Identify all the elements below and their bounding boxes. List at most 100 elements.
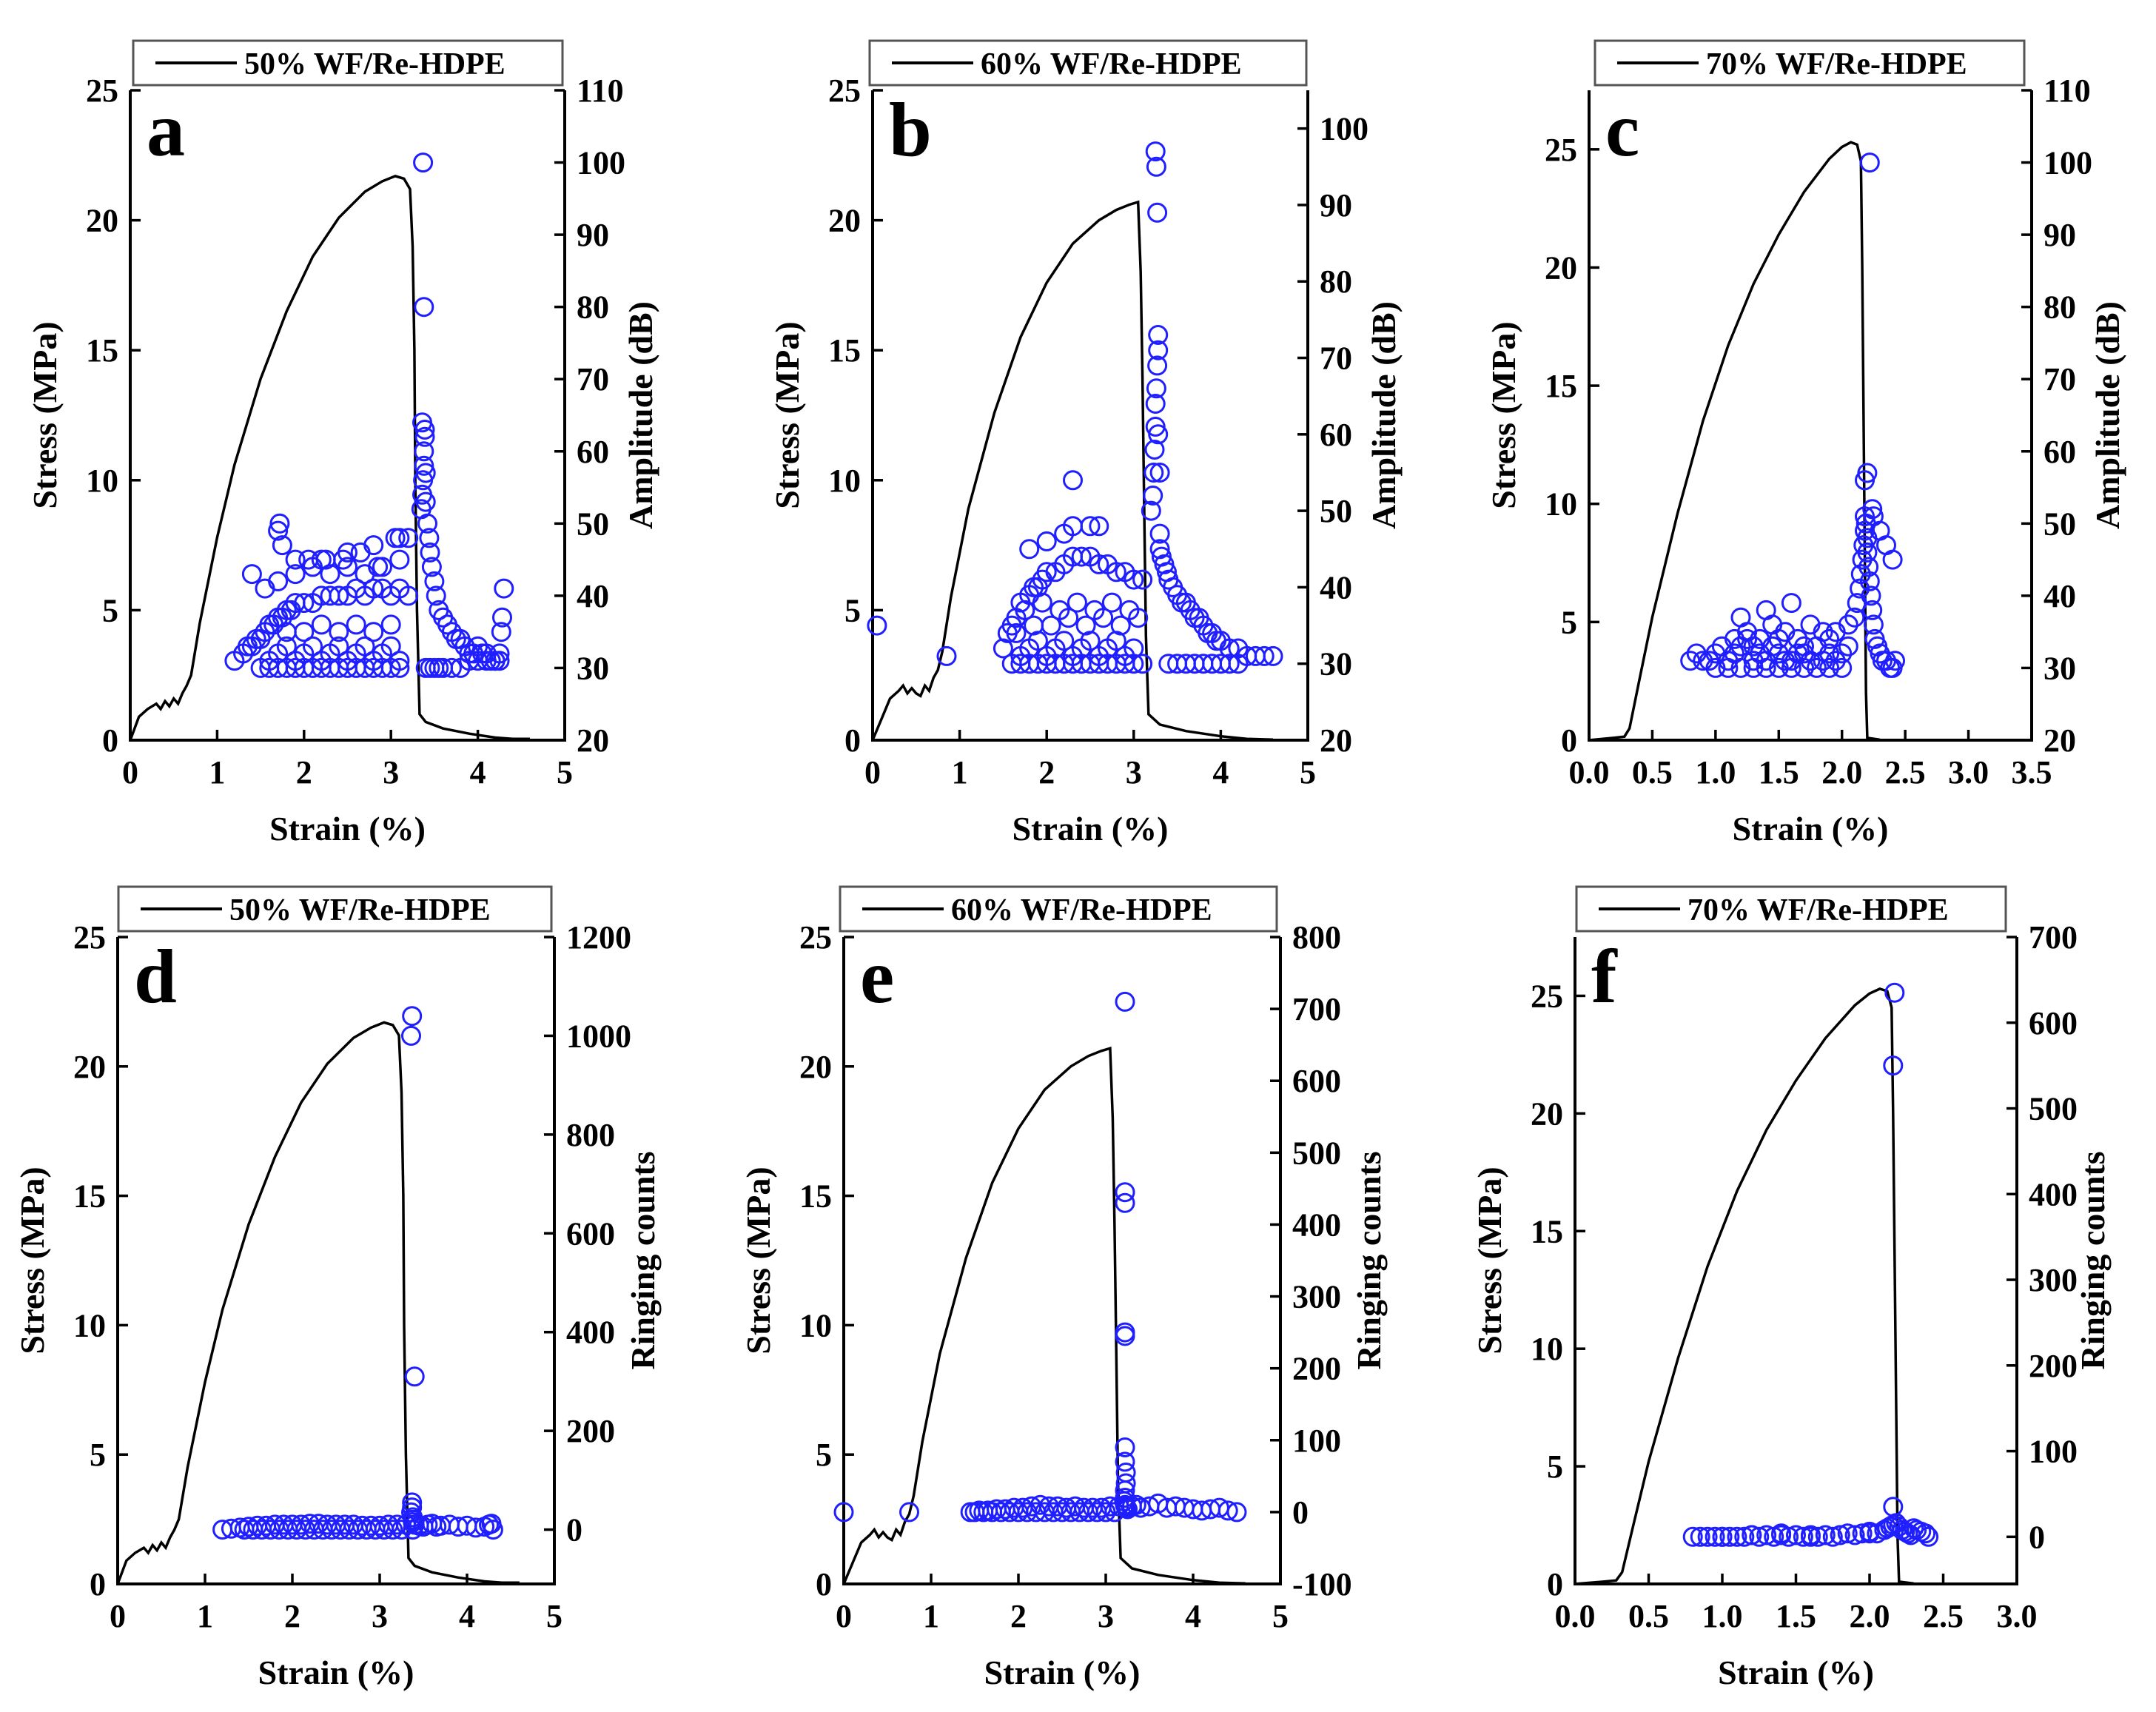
legend-box xyxy=(117,885,553,933)
y-axis-title: Stress (MPa) xyxy=(1485,321,1522,508)
y-tick-label: 15 xyxy=(1531,1213,1563,1249)
y-tick-label: 15 xyxy=(828,332,861,369)
ae-data-point xyxy=(1813,622,1833,642)
panels-root: 0 1 2 3 4 505101520252030405060708090100110St… xyxy=(13,39,2126,1691)
ae-data-point xyxy=(380,614,401,635)
ae-data-point xyxy=(489,643,510,664)
ae-data-point xyxy=(441,657,462,678)
ae-data-point xyxy=(1146,378,1166,399)
ae-data-point xyxy=(1807,657,1827,678)
y-tick-label: 15 xyxy=(1545,368,1577,404)
ae-data-point xyxy=(1263,645,1283,666)
ae-data-point xyxy=(1143,486,1163,506)
ae-data-point xyxy=(1228,654,1249,674)
ae-data-point xyxy=(1705,1526,1725,1547)
ae-data-point xyxy=(1132,654,1153,674)
y-tick-label: 10 xyxy=(1531,1331,1563,1367)
ae-data-point xyxy=(1787,628,1808,649)
x-tick-label: 0.5 xyxy=(1628,1598,1669,1634)
ae-data-point xyxy=(1844,1525,1865,1545)
ae-data-point xyxy=(419,528,440,548)
y2-tick-label: 400 xyxy=(1292,1206,1341,1243)
y-tick-label: 25 xyxy=(828,73,861,109)
y2-tick-label: 30 xyxy=(2044,650,2076,686)
y-axis-title: Stress (MPa) xyxy=(739,1166,777,1354)
axes-frame xyxy=(871,90,1309,742)
y2-tick-label: 100 xyxy=(2029,1434,2078,1470)
ae-data-point xyxy=(1145,141,1166,162)
y2-axis-title: Amplitude (dB) xyxy=(1365,301,1403,529)
ae-data-point xyxy=(1071,546,1092,567)
y2-tick-label: 0 xyxy=(2029,1519,2045,1555)
ae-data-point xyxy=(389,528,410,548)
ae-data-point xyxy=(1844,607,1865,628)
ae-data-point xyxy=(1041,615,1061,636)
ae-data-point xyxy=(276,636,297,657)
y2-tick-label: 40 xyxy=(1320,569,1352,605)
ae-data-point xyxy=(268,520,289,541)
x-tick-label: 3.0 xyxy=(1997,1598,2038,1634)
ae-data-point xyxy=(1149,523,1170,544)
ae-data-point xyxy=(1705,657,1726,678)
ae-data-point xyxy=(1781,593,1801,614)
ae-data-point xyxy=(1124,638,1144,659)
y2-tick-label: 500 xyxy=(1292,1135,1341,1171)
ae-data-point xyxy=(1050,600,1070,620)
y2-tick-label: 700 xyxy=(1292,991,1341,1027)
y2-axis-title: Amplitude (dB) xyxy=(622,301,659,529)
y2-tick-label: 50 xyxy=(2044,506,2076,542)
ae-data-point xyxy=(372,557,392,577)
y2-axis-title: Amplitude (dB) xyxy=(2089,301,2126,529)
ae-data-point xyxy=(255,578,275,599)
ae-data-point xyxy=(311,549,332,570)
y2-axis-title: Ringing counts xyxy=(1350,1151,1388,1369)
ae-data-point xyxy=(1727,1526,1747,1547)
chart-panel-b: 0 1 2 3 4 505101520252030405060708090100Strai… xyxy=(768,39,1403,847)
ae-data-point xyxy=(1863,614,1884,635)
y2-tick-label: 20 xyxy=(2044,722,2076,759)
ae-data-point xyxy=(272,535,292,556)
ae-data-point xyxy=(1786,1525,1806,1545)
y2-tick-label: 800 xyxy=(566,1117,615,1153)
y-tick-label: 0 xyxy=(1547,1566,1563,1602)
ae-data-point xyxy=(1883,1497,1904,1517)
y2-tick-label: 60 xyxy=(1320,417,1352,453)
ae-data-point xyxy=(833,1502,854,1523)
ae-data-point xyxy=(1750,628,1770,649)
ae-data-point xyxy=(414,455,434,476)
ae-data-point xyxy=(1699,651,1719,671)
ae-scatter-series xyxy=(1682,982,1939,1547)
ae-data-point xyxy=(1115,1326,1135,1346)
ae-data-point xyxy=(1742,1525,1762,1545)
ae-data-point xyxy=(1075,615,1096,636)
x-tick-label: 4 xyxy=(1185,1598,1201,1634)
ae-data-point xyxy=(337,542,357,563)
ae-data-point xyxy=(1793,1526,1813,1547)
ae-data-point xyxy=(1743,636,1764,657)
ae-data-point xyxy=(1063,470,1083,491)
ae-scatter-series xyxy=(867,141,1283,674)
ae-data-point xyxy=(1815,1525,1836,1545)
ae-data-point xyxy=(1837,1523,1858,1544)
x-tick-label: 0 xyxy=(110,1598,126,1634)
y2-tick-label: 20 xyxy=(577,722,609,759)
y2-tick-label: 600 xyxy=(2029,1005,2078,1041)
y2-tick-label: 90 xyxy=(577,217,609,253)
ae-data-point xyxy=(1149,463,1170,483)
y2-tick-label: 300 xyxy=(2029,1262,2078,1298)
stress-strain-curve xyxy=(1574,987,1914,1585)
x-tick-label: 2 xyxy=(1010,1598,1027,1634)
ae-data-point xyxy=(1822,1526,1843,1547)
y2-tick-label: 60 xyxy=(577,434,609,470)
ae-data-point xyxy=(1794,636,1814,657)
ae-data-point xyxy=(269,513,290,534)
y-tick-label: 25 xyxy=(1545,132,1577,168)
y2-tick-label: 1200 xyxy=(566,919,631,956)
y2-tick-label: 600 xyxy=(1292,1063,1341,1099)
ae-data-point xyxy=(329,585,349,606)
y-tick-label: 20 xyxy=(1531,1095,1563,1132)
ae-data-point xyxy=(1124,569,1144,590)
y-tick-label: 25 xyxy=(799,919,832,956)
ae-data-point xyxy=(368,557,389,577)
ae-data-point xyxy=(1756,600,1776,620)
